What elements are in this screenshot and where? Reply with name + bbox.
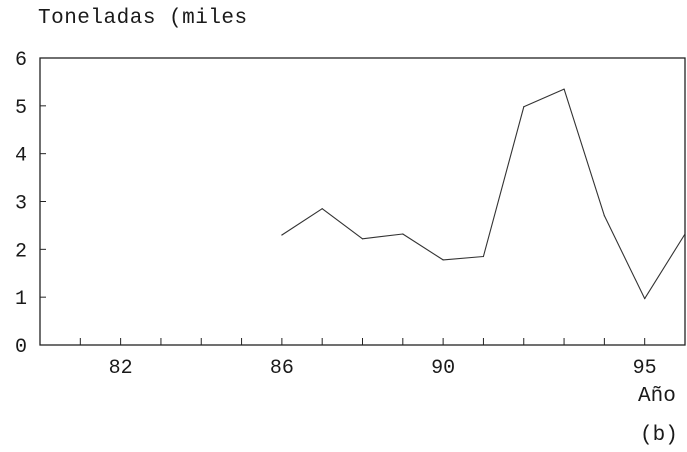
data-point (442, 259, 444, 261)
y-tick-label: 6 (15, 49, 27, 72)
x-tick-label: 82 (109, 357, 133, 380)
y-tick-label: 3 (15, 193, 27, 216)
panel-label: (b) (640, 424, 678, 447)
data-point (644, 298, 646, 300)
series-line (281, 88, 686, 300)
data-point (603, 215, 605, 217)
plot-frame (39, 57, 686, 346)
x-axis-label: Año (638, 385, 676, 408)
y-axis-label: Toneladas (miles (38, 7, 248, 30)
x-tick-label: 90 (431, 357, 455, 380)
data-point (281, 234, 283, 236)
y-tick-label: 5 (15, 97, 27, 120)
y-tick-label: 1 (15, 288, 27, 311)
data-point (684, 233, 686, 235)
data-point (321, 208, 323, 210)
data-point (482, 255, 485, 258)
data-point (563, 88, 565, 90)
y-tick-label: 0 (15, 336, 27, 359)
y-tick-label: 4 (15, 145, 27, 168)
data-point (361, 238, 364, 240)
data-point (402, 233, 404, 235)
x-tick-label: 95 (633, 357, 657, 380)
y-tick-label: 2 (15, 240, 27, 263)
x-tick-label: 86 (270, 357, 294, 380)
data-point (523, 106, 525, 108)
